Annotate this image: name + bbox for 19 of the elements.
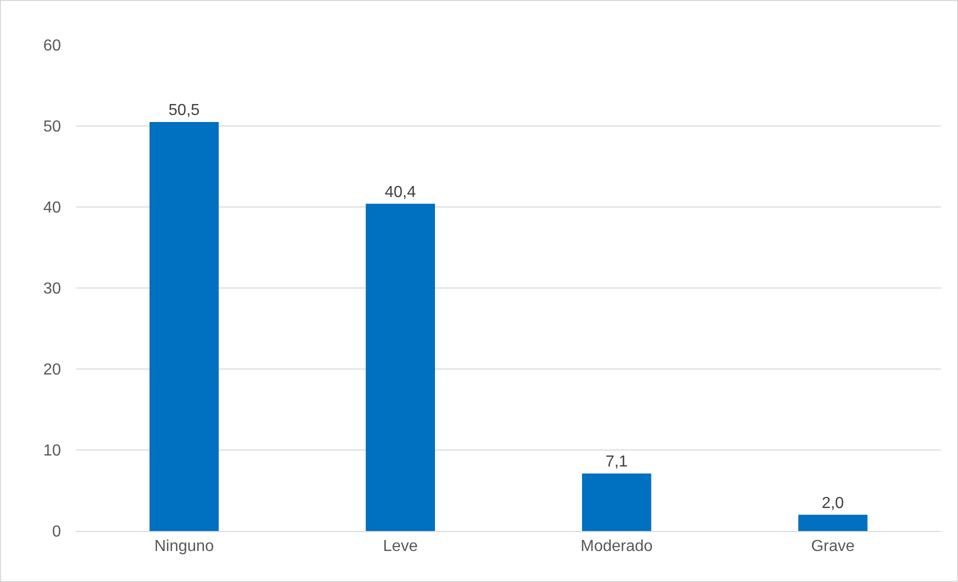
bar (366, 204, 435, 531)
bar (798, 514, 868, 531)
y-tick-label: 20 (43, 362, 62, 379)
y-tick-label: 10 (43, 442, 62, 460)
x-tick-label: Grave (811, 538, 855, 556)
x-tick-label: Moderado (580, 538, 653, 556)
y-tick-label: 0 (52, 524, 62, 541)
data-label: 50,5 (168, 102, 200, 119)
y-tick-label: 50 (43, 118, 62, 136)
y-tick-label: 60 (43, 38, 62, 55)
data-label: 40,4 (384, 184, 416, 201)
bar (150, 122, 219, 531)
data-label: 7,1 (605, 453, 628, 470)
y-tick-label: 40 (43, 200, 62, 217)
x-tick-label: Ninguno (154, 538, 214, 556)
y-tick-label: 30 (43, 280, 62, 298)
bar (582, 473, 652, 531)
x-tick-label: Leve (383, 538, 418, 556)
data-label: 2,0 (822, 494, 844, 512)
